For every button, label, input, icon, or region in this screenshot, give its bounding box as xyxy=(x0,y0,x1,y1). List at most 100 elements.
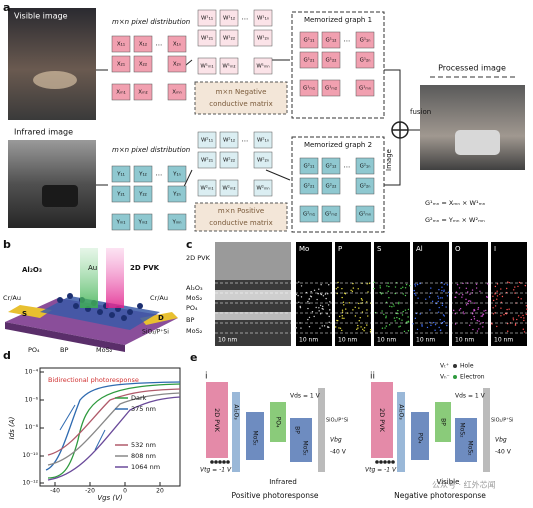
dot xyxy=(366,283,368,285)
element-label: P xyxy=(338,245,342,253)
dot xyxy=(385,317,387,319)
dot xyxy=(389,324,391,326)
dot xyxy=(310,290,312,293)
shape xyxy=(215,312,291,320)
dot xyxy=(473,302,475,304)
scale-bar: 10 nm xyxy=(455,337,474,344)
label: BP xyxy=(440,418,447,426)
dot xyxy=(404,287,407,289)
label: Al₂O₃ xyxy=(398,404,405,420)
label: BP xyxy=(294,426,301,434)
label: Vds = 1 V xyxy=(290,393,321,400)
dot xyxy=(454,296,456,299)
dot xyxy=(388,285,390,288)
dot xyxy=(335,288,338,290)
dot xyxy=(476,319,479,322)
dot xyxy=(318,288,320,290)
matrix-entry: G²₂₁ xyxy=(304,183,315,190)
matrix-cell xyxy=(355,31,375,49)
dot xyxy=(370,329,372,331)
matrix-cell xyxy=(133,185,153,203)
dot xyxy=(398,317,400,320)
dot xyxy=(462,311,465,313)
dot xyxy=(407,330,410,332)
dot xyxy=(443,283,446,285)
matrix-entry: W¹₁₂ xyxy=(223,15,235,22)
matrix-entry: Xₘ₁ xyxy=(116,90,125,96)
matrix-entry: Xₘₙ xyxy=(172,90,181,96)
dot xyxy=(315,306,317,309)
dot xyxy=(458,293,460,295)
dot xyxy=(524,284,527,287)
label: 2D PVK xyxy=(378,408,386,433)
shape xyxy=(8,305,52,318)
dot xyxy=(492,313,495,315)
matrix-entry: G¹₂ₙ xyxy=(360,57,371,64)
dot xyxy=(321,325,323,327)
dot xyxy=(350,289,352,292)
dot xyxy=(327,304,330,306)
matrix-cell xyxy=(321,205,341,223)
matrix-cell xyxy=(133,55,153,73)
map xyxy=(335,242,371,346)
dot xyxy=(295,293,298,296)
dot xyxy=(298,281,300,283)
label: SiO₂/P⁺Si xyxy=(491,418,513,424)
label: b xyxy=(3,238,11,251)
band xyxy=(290,418,312,462)
dot xyxy=(307,318,309,321)
label: Electron xyxy=(460,374,485,381)
label: MoS₂ xyxy=(302,440,309,456)
dot xyxy=(299,306,302,309)
label: MoS₂ xyxy=(186,327,203,335)
dot xyxy=(416,283,419,286)
band xyxy=(232,392,240,472)
dot xyxy=(373,281,375,284)
matrix-entry: W²₁ₙ xyxy=(257,137,269,144)
label: Dark xyxy=(131,394,147,402)
dot xyxy=(341,315,343,317)
matrix-entry: W²ₘₙ xyxy=(256,185,269,192)
carrier xyxy=(226,460,230,464)
matrix-entry: W²₁₂ xyxy=(223,137,235,144)
dot xyxy=(437,311,440,313)
shape xyxy=(5,322,125,352)
dot xyxy=(505,287,508,290)
dot xyxy=(473,309,476,312)
dot xyxy=(446,324,448,327)
shape xyxy=(8,8,96,120)
matrix-entry: W²₂₂ xyxy=(223,157,235,164)
dot xyxy=(523,317,525,319)
scale-bar: 10 nm xyxy=(377,337,396,344)
label: m×n Negative xyxy=(216,88,267,96)
scale-bar: 10 nm xyxy=(299,337,318,344)
dot xyxy=(300,327,302,329)
dot xyxy=(329,301,331,303)
matrix-cell xyxy=(197,57,217,75)
ellipsis: ⋯ xyxy=(344,37,351,45)
dot xyxy=(319,327,321,329)
dot xyxy=(352,287,355,289)
dot xyxy=(523,319,525,322)
x-tick-label: -20 xyxy=(85,488,95,495)
dot xyxy=(522,328,525,330)
label: MoS₂ xyxy=(186,294,203,302)
electron-icon xyxy=(453,375,457,379)
shape xyxy=(39,367,181,487)
dot xyxy=(514,323,517,325)
dot xyxy=(341,287,343,290)
dot xyxy=(475,287,478,289)
dot xyxy=(361,299,363,301)
matrix-cell xyxy=(355,157,375,175)
dot xyxy=(357,288,359,290)
dot xyxy=(320,283,322,286)
dot xyxy=(446,295,449,297)
label: d xyxy=(3,349,11,362)
matrix-cell xyxy=(253,29,273,47)
matrix-entry: Yₘ₁ xyxy=(116,220,126,226)
dot xyxy=(431,300,434,303)
matrix-entry: G²ₘ₁ xyxy=(303,211,315,218)
dot xyxy=(311,310,314,313)
dot xyxy=(357,327,359,329)
dot xyxy=(361,311,364,313)
